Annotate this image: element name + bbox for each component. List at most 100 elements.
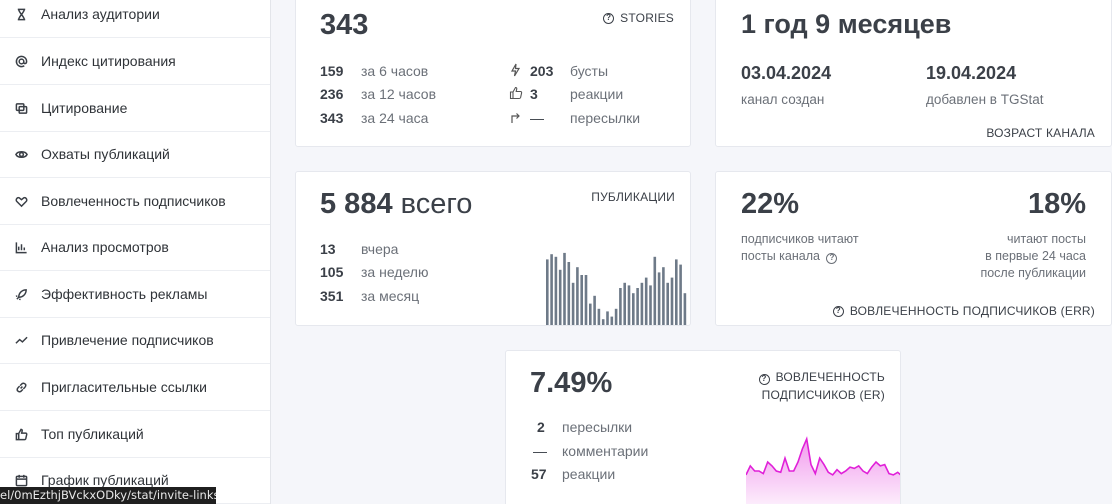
channel-age-card: 1 год 9 месяцев 03.04.2024 канал создан … <box>715 0 1112 147</box>
er-row-num: 2 <box>537 419 545 435</box>
chart-bar[interactable] <box>606 311 609 326</box>
sidebar-item[interactable]: Охваты публикаций <box>0 131 270 178</box>
chart-bar[interactable] <box>640 282 644 326</box>
publications-bar-chart[interactable] <box>544 249 691 326</box>
er-row-label: пересылки <box>562 419 633 435</box>
help-icon[interactable]: ? <box>603 12 615 24</box>
stories-row-label: за 12 часов <box>361 86 437 102</box>
chart-bar[interactable] <box>580 275 583 326</box>
er-row-label: комментарии <box>562 443 649 459</box>
chart-bar[interactable] <box>632 293 635 326</box>
stories-row-num: 236 <box>320 86 344 102</box>
sidebar-item-label: Топ публикаций <box>41 426 144 442</box>
chart-bar[interactable] <box>593 295 596 326</box>
err-left-value: 22% <box>741 188 800 220</box>
chart-bar[interactable] <box>662 267 665 326</box>
status-bar-url: el/0mEzthjBVckxODky/stat/invite-links <box>0 487 216 504</box>
chart-bar[interactable] <box>601 319 605 326</box>
chart-bar[interactable] <box>653 256 657 326</box>
stories-row-num: 343 <box>320 110 344 126</box>
chart-bar[interactable] <box>567 262 571 326</box>
created-label: канал создан <box>741 92 825 107</box>
chart-bar[interactable] <box>589 303 592 326</box>
chart-bar[interactable] <box>649 285 652 326</box>
sidebar-item[interactable]: Пригласительные ссылки <box>0 364 270 411</box>
publications-row-label: вчера <box>361 241 399 257</box>
boosts-num: 203 <box>530 63 554 79</box>
chart-bar[interactable] <box>546 259 549 326</box>
thumbs-up-icon <box>509 86 523 105</box>
sidebar-item[interactable]: Индекс цитирования <box>0 38 270 85</box>
help-icon[interactable]: ? <box>826 253 838 264</box>
stories-row-label: за 24 часа <box>361 110 429 126</box>
help-icon[interactable]: ? <box>758 374 770 385</box>
er-row-num: 57 <box>531 466 547 482</box>
chart-line <box>746 436 900 476</box>
er-tag[interactable]: ? ВОВЛЕЧЕННОСТЬ ПОДПИСЧИКОВ (ER) <box>758 368 885 404</box>
er-row-label: реакции <box>562 466 616 482</box>
sidebar-item-label: Индекс цитирования <box>41 53 176 69</box>
chart-bar[interactable] <box>675 259 678 326</box>
chart-bar[interactable] <box>571 282 575 326</box>
err-card: 22% подписчиков читают посты канала ? 18… <box>715 171 1112 326</box>
chart-bar[interactable] <box>627 285 631 326</box>
stories-tag[interactable]: ? STORIES <box>603 11 674 25</box>
rocket-icon <box>14 287 28 301</box>
quote-icon <box>14 101 28 115</box>
bolt-icon <box>509 63 522 82</box>
sidebar-item-label: Анализ аудитории <box>41 6 160 22</box>
chart-bar[interactable] <box>666 282 669 326</box>
added-date: 19.04.2024 <box>926 63 1017 83</box>
err-right-text: читают посты в первые 24 часа после публ… <box>980 232 1086 280</box>
chart-bar[interactable] <box>679 264 682 326</box>
chart-bar[interactable] <box>614 308 618 326</box>
added-label: добавлен в TGStat <box>926 92 1044 107</box>
publications-row-label: за неделю <box>361 264 429 280</box>
chart-bar[interactable] <box>670 277 674 326</box>
sidebar-item-label: Охваты публикаций <box>41 146 170 162</box>
chart-bar[interactable] <box>576 267 579 326</box>
chart-bar[interactable] <box>558 269 562 326</box>
chart-bar[interactable] <box>636 288 639 326</box>
forward-icon <box>509 110 522 129</box>
calendar-icon <box>14 473 28 487</box>
chart-bar[interactable] <box>623 282 626 326</box>
chart-bar[interactable] <box>597 308 601 326</box>
sidebar-item[interactable]: Топ публикаций <box>0 411 270 458</box>
err-tag[interactable]: ? ВОВЛЕЧЕННОСТЬ ПОДПИСЧИКОВ (ERR) <box>832 304 1095 318</box>
chart-bar[interactable] <box>657 272 661 326</box>
sidebar-item[interactable]: Привлечение подписчиков <box>0 317 270 364</box>
stories-total: 343 <box>320 9 369 41</box>
sidebar-item[interactable]: Цитирование <box>0 85 270 132</box>
er-area-chart[interactable] <box>746 405 901 504</box>
sidebar-item-label: Цитирование <box>41 100 128 116</box>
sidebar-item-label: Эффективность рекламы <box>41 286 208 302</box>
sidebar-item[interactable]: Анализ аудитории <box>0 0 270 38</box>
channel-age-title: 1 год 9 месяцев <box>741 9 952 39</box>
help-icon[interactable]: ? <box>832 305 844 317</box>
sidebar-item[interactable]: Анализ просмотров <box>0 224 270 271</box>
chart-bar[interactable] <box>563 252 566 326</box>
sidebar-item[interactable]: Вовлеченность подписчиков <box>0 178 270 225</box>
err-right-value: 18% <box>1027 188 1086 220</box>
forwards-num: — <box>530 110 544 126</box>
chart-bar[interactable] <box>610 316 614 326</box>
chart-bar[interactable] <box>644 277 648 326</box>
channel-age-tag: ВОЗРАСТ КАНАЛА <box>986 126 1095 140</box>
stories-row-label: за 6 часов <box>361 63 429 79</box>
publications-tag: ПУБЛИКАЦИИ <box>591 190 675 204</box>
hourglass-icon <box>14 7 28 21</box>
chart-bar[interactable] <box>584 275 588 326</box>
chart-bar[interactable] <box>554 256 558 326</box>
publications-row-num: 13 <box>320 241 336 257</box>
chart-bar[interactable] <box>683 293 687 326</box>
bar-chart-icon <box>14 240 28 254</box>
publications-row-label: за месяц <box>361 288 420 304</box>
chart-bar[interactable] <box>550 254 553 326</box>
sidebar-item[interactable]: Эффективность рекламы <box>0 271 270 318</box>
er-value: 7.49% <box>530 367 613 399</box>
chart-bar[interactable] <box>619 288 622 326</box>
link-icon <box>14 380 28 394</box>
sidebar-item-label: Вовлеченность подписчиков <box>41 193 226 209</box>
publications-total: 5 884 всего <box>320 188 473 220</box>
